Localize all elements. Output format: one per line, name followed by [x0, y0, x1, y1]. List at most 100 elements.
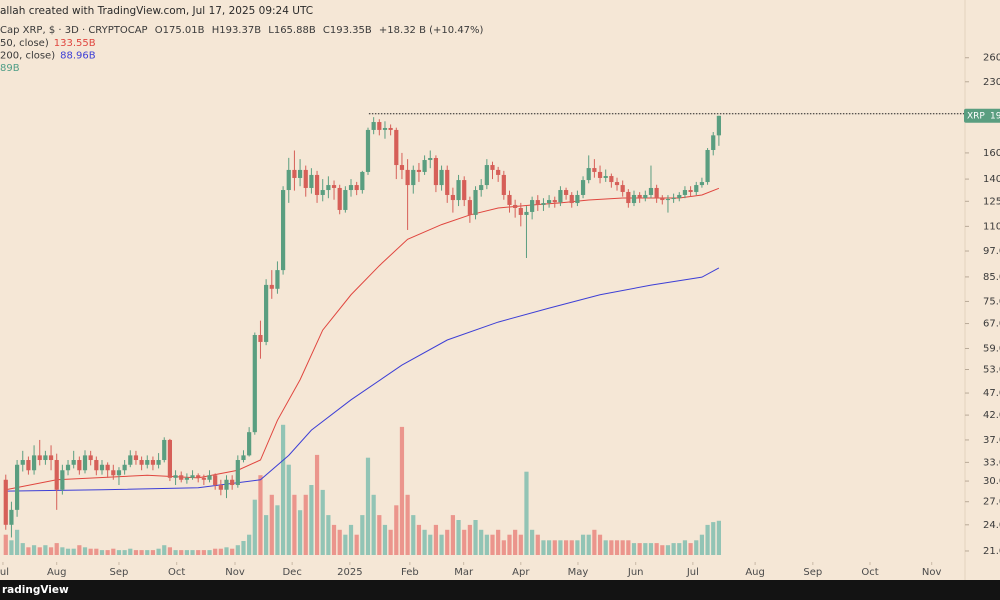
legend-main: Cap XRP, $ · 3D · CRYPTOCAP O175.01B H19… [0, 25, 484, 36]
volume-bar [609, 540, 614, 555]
legend-ma-name: 50, close) [0, 38, 49, 49]
candle-body [201, 477, 206, 480]
volume-bar [116, 550, 122, 555]
y-tick-label: 33.00B [983, 457, 1000, 468]
volume-bar [258, 475, 263, 555]
volume-bar [145, 550, 150, 555]
volume-bar [173, 550, 178, 555]
volume-bar [82, 547, 88, 555]
candle-body [48, 455, 54, 461]
candle-body [82, 455, 88, 471]
candle-body [297, 169, 303, 178]
candle-body [716, 115, 721, 136]
candle-body [235, 460, 240, 486]
volume-bar [331, 524, 337, 555]
x-tick-label: Jul [686, 567, 699, 578]
volume-bar [541, 540, 546, 555]
volume-bar [705, 524, 710, 555]
volume-bar [150, 550, 156, 555]
volume-bar [354, 534, 359, 555]
candle-body [592, 168, 597, 172]
candle-body [365, 129, 371, 172]
candle-body [439, 169, 444, 186]
candle-body [252, 334, 257, 433]
candle-body [586, 168, 591, 181]
candle-body [603, 176, 608, 178]
candle-body [394, 129, 399, 166]
legend-ma-value: 88.96B [60, 51, 96, 62]
candle-body [320, 190, 325, 195]
volume-bar [445, 529, 450, 555]
footer-logo: radingView [2, 584, 69, 596]
candle-body [139, 460, 144, 465]
candle-body [580, 180, 586, 195]
candle-body [196, 475, 201, 478]
candle-body [122, 464, 127, 471]
candle-body [643, 194, 648, 199]
candle-body [524, 211, 529, 215]
candle-body [264, 284, 269, 342]
volume-bar [484, 534, 489, 555]
candle-body [479, 185, 484, 191]
x-tick-label: Feb [401, 567, 419, 578]
candle-body [43, 455, 48, 461]
candle-body [371, 122, 376, 130]
candle-body [3, 479, 8, 525]
candle-body [14, 464, 20, 510]
volume-bar [3, 534, 8, 555]
y-tick-label: 110.00B [983, 221, 1000, 232]
candle-body [507, 194, 512, 205]
volume-bar [264, 515, 269, 555]
candle-body [20, 460, 25, 465]
y-tick-label: 85.00B [983, 272, 1000, 283]
footer-bar [0, 580, 1000, 600]
volume-bar [184, 550, 189, 555]
volume-bar [496, 529, 501, 555]
candle-body [224, 479, 229, 490]
price-badge [964, 108, 1000, 123]
candle-body [94, 460, 99, 471]
volume-bar [416, 524, 422, 555]
volume-bar [552, 540, 557, 555]
volume-bar [597, 534, 603, 555]
y-tick-label: 24.00B [983, 520, 1000, 531]
volume-bar [450, 515, 455, 555]
candle-body [388, 127, 393, 130]
volume-bar [614, 540, 620, 555]
volume-bar [648, 543, 654, 555]
candle-body [558, 190, 563, 203]
volume-bar [162, 545, 167, 555]
candle-body [496, 169, 501, 175]
candle-body [382, 127, 388, 130]
volume-bar [230, 548, 235, 555]
volume-bar [252, 499, 257, 555]
volume-bar [626, 540, 631, 555]
volume-bar [343, 534, 348, 555]
candle-body [230, 479, 235, 486]
y-tick-label: 230.00B [983, 77, 1000, 88]
volume-bar [71, 548, 76, 555]
volume-bar [280, 424, 286, 555]
candle-body [184, 477, 189, 480]
candle-body [665, 198, 671, 201]
volume-bar [382, 524, 388, 555]
candle-body [99, 464, 105, 471]
y-tick-label: 260.00B [983, 53, 1000, 64]
candle-body [128, 455, 133, 465]
y-tick-label: 47.00B [983, 388, 1000, 399]
y-tick-label: 21.00B [983, 546, 1000, 557]
volume-bar [558, 540, 563, 555]
volume-bar [694, 540, 699, 555]
volume-bar [371, 494, 376, 555]
candle-body [145, 460, 150, 465]
x-tick-label: Sep [803, 567, 822, 578]
volume-bar [303, 494, 308, 555]
volume-bar [213, 548, 218, 555]
x-tick-label: 2025 [337, 567, 362, 578]
volume-bar [467, 524, 472, 555]
candle-body [694, 185, 699, 192]
volume-bar [507, 534, 512, 555]
candle-body [422, 160, 427, 172]
